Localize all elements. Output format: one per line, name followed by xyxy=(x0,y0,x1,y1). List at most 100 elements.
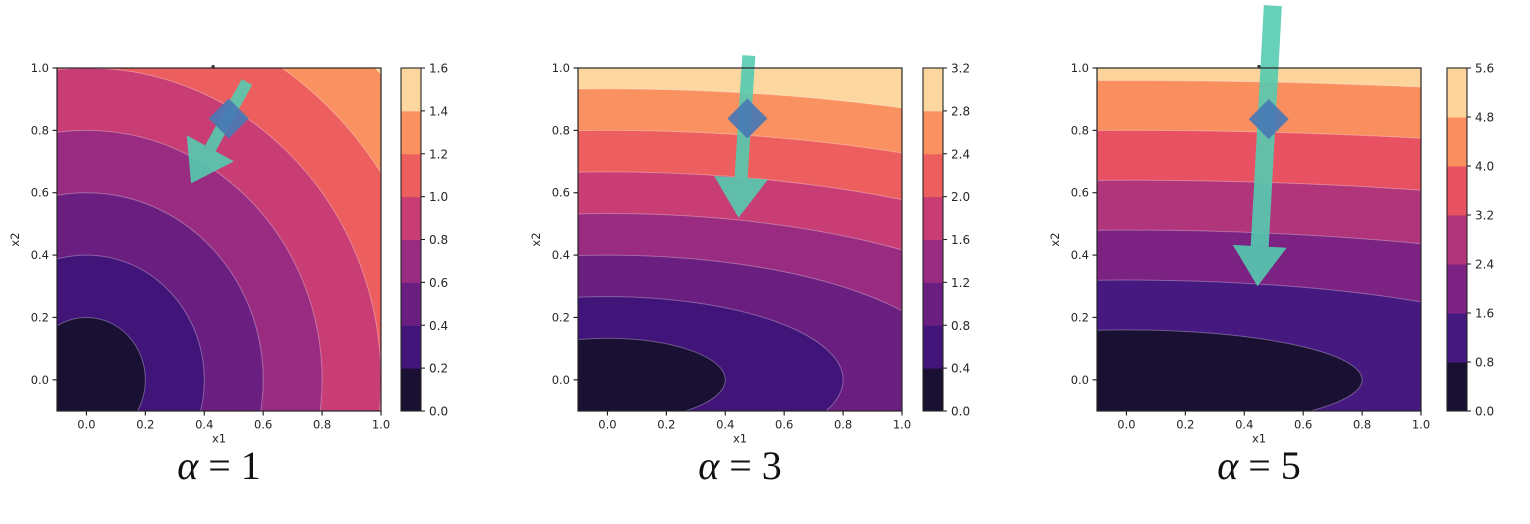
x-axis-label: x1 xyxy=(212,432,226,446)
y-tick-label: 0.2 xyxy=(31,310,49,324)
x-axis-label: x1 xyxy=(733,432,747,446)
colorbar-band xyxy=(1447,166,1467,216)
colorbar-tick-label: 3.2 xyxy=(951,62,970,76)
x-tick-label: 0.6 xyxy=(775,418,793,432)
x-tick-label: 0.8 xyxy=(1353,418,1371,432)
contour-plot-alpha-1: 0.0 0.2 0.4 0.6 0.8 1.0 x1 0.0 0.2 0.4 0.6 0.8 1.0 x2… xyxy=(0,0,510,520)
x-tick-label: 0.6 xyxy=(1294,418,1312,432)
y-tick-label: 0.2 xyxy=(1071,310,1089,324)
contour-band-level-0.8 xyxy=(1097,329,1363,411)
colorbar-band xyxy=(923,153,943,198)
colorbar-band xyxy=(923,239,943,283)
colorbar-band xyxy=(1447,68,1467,118)
colorbar-tick-label: 0.6 xyxy=(429,276,448,290)
x-tick-label: 1.0 xyxy=(372,418,390,432)
x-tick-label: 0.6 xyxy=(254,418,272,432)
x-tick-label: 0.2 xyxy=(657,418,675,432)
y-tick-label: 1.0 xyxy=(1071,61,1089,75)
y-axis-label: x2 xyxy=(529,232,543,246)
colorbar-band xyxy=(923,282,943,326)
y-tick-label: 0.4 xyxy=(1071,248,1089,262)
y-axis-label: x2 xyxy=(1048,232,1062,246)
contour-plot-alpha-5: 0.0 0.2 0.4 0.6 0.8 1.0 x1 0.0 0.2 0.4 0.6 0.8 1.0 x2… xyxy=(1020,0,1530,520)
x-tick-label: 0.4 xyxy=(1235,418,1253,432)
axes-frame xyxy=(577,67,903,412)
contour-band-level-0.2 xyxy=(57,316,146,411)
y-tick-label: 0.8 xyxy=(552,123,570,137)
colorbar-band xyxy=(401,282,421,326)
colorbar-tick-label: 0.0 xyxy=(429,405,448,419)
plot-title-alpha-1: α = 1 xyxy=(47,444,391,488)
x-tick-label: 0.8 xyxy=(313,418,331,432)
colorbar-tick-label: 1.6 xyxy=(429,62,448,76)
x-axis: 0.0 0.2 0.4 0.6 0.8 1.0 x1 xyxy=(77,411,390,446)
x-axis-label: x1 xyxy=(1252,432,1266,446)
colorbar-tick-label: 0.4 xyxy=(429,319,448,333)
colorbar-tick-label: 0.8 xyxy=(1475,356,1494,370)
colorbar-band xyxy=(401,368,421,412)
colorbar-band xyxy=(401,325,421,369)
y-tick-label: 1.0 xyxy=(552,61,570,75)
y-axis-label: x2 xyxy=(8,232,22,246)
x-axis: 0.0 0.2 0.4 0.6 0.8 1.0 x1 xyxy=(598,411,911,446)
plot-svg: 0.0 0.2 0.4 0.6 0.8 1.0 x1 0.0 0.2 0.4 0.6 0.8 1.0 x2… xyxy=(1048,5,1494,446)
colorbar-frame xyxy=(1446,67,1468,412)
colorbar-tick-label: 5.6 xyxy=(1475,62,1494,76)
stray-dot xyxy=(211,64,215,69)
x-tick-label: 0.4 xyxy=(716,418,734,432)
y-tick-label: 0.6 xyxy=(552,186,570,200)
alpha-value: = 3 xyxy=(719,443,782,488)
colorbar-band xyxy=(401,196,421,240)
y-tick-label: 0.2 xyxy=(552,310,570,324)
colorbar-band xyxy=(1447,362,1467,412)
x-tick-label: 0.0 xyxy=(1117,418,1135,432)
arrow-head xyxy=(186,135,234,184)
plot-title-alpha-3: α = 3 xyxy=(568,444,912,488)
x-axis: 0.0 0.2 0.4 0.6 0.8 1.0 x1 xyxy=(1117,411,1430,446)
colorbar-tick-label: 0.2 xyxy=(429,362,448,376)
y-tick-label: 0.6 xyxy=(1071,186,1089,200)
y-tick-label: 0.4 xyxy=(31,248,49,262)
colorbar-band xyxy=(401,153,421,198)
colorbar-band xyxy=(401,68,421,112)
colorbar-tick-label: 0.0 xyxy=(1475,405,1494,419)
colorbar-band xyxy=(401,239,421,283)
alpha-value: = 5 xyxy=(1238,443,1301,488)
colorbar-tick-label: 4.0 xyxy=(1475,160,1494,174)
colorbar-tick-label: 2.4 xyxy=(1475,258,1494,272)
y-tick-label: 0.0 xyxy=(1071,373,1089,387)
colorbar-tick-label: 1.6 xyxy=(1475,307,1494,321)
colorbar-band xyxy=(1447,264,1467,314)
y-tick-label: 0.0 xyxy=(552,373,570,387)
colorbar-band xyxy=(923,196,943,240)
y-tick-label: 1.0 xyxy=(31,61,49,75)
contour-band-level-0.4 xyxy=(578,337,726,411)
alpha-symbol: α xyxy=(698,443,720,488)
y-tick-label: 0.6 xyxy=(31,186,49,200)
colorbar-tick-label: 3.2 xyxy=(1475,209,1494,223)
x-tick-label: 1.0 xyxy=(1412,418,1430,432)
axes-frame xyxy=(56,67,382,412)
colorbar-band xyxy=(923,110,943,155)
axes-frame xyxy=(1096,67,1422,412)
colorbar: 0.0 0.2 0.4 0.6 0.8 1.0 1.2 1.4 1.6 xyxy=(400,62,448,419)
subplot-alpha-1: 0.0 0.2 0.4 0.6 0.8 1.0 x1 0.0 0.2 0.4 0.6 0.8 1.0 x2… xyxy=(0,0,510,520)
colorbar-tick-label: 1.2 xyxy=(429,147,448,161)
colorbar-tick-label: 2.8 xyxy=(951,104,970,118)
start-point-marker xyxy=(727,98,768,139)
x-tick-label: 0.2 xyxy=(1176,418,1194,432)
contour-bands xyxy=(57,68,381,411)
contour-bands xyxy=(578,68,902,411)
colorbar-tick-label: 4.8 xyxy=(1475,111,1494,125)
y-axis: 0.0 0.2 0.4 0.6 0.8 1.0 x2 xyxy=(8,61,57,387)
subplot-alpha-3: 0.0 0.2 0.4 0.6 0.8 1.0 x1 0.0 0.2 0.4 0.6 0.8 1.0 x2… xyxy=(510,0,1020,520)
colorbar-tick-label: 0.4 xyxy=(951,362,970,376)
alpha-symbol: α xyxy=(177,443,199,488)
colorbar-tick-label: 2.4 xyxy=(951,147,970,161)
plot-svg: 0.0 0.2 0.4 0.6 0.8 1.0 x1 0.0 0.2 0.4 0.6 0.8 1.0 x2… xyxy=(8,61,448,446)
start-point-marker xyxy=(1248,99,1289,140)
colorbar: 0.0 0.8 1.6 2.4 3.2 4.0 4.8 5.6 xyxy=(1446,62,1494,419)
contour-plot-alpha-3: 0.0 0.2 0.4 0.6 0.8 1.0 x1 0.0 0.2 0.4 0.6 0.8 1.0 x2… xyxy=(510,0,1020,520)
colorbar-tick-label: 1.2 xyxy=(951,276,970,290)
x-tick-label: 1.0 xyxy=(893,418,911,432)
